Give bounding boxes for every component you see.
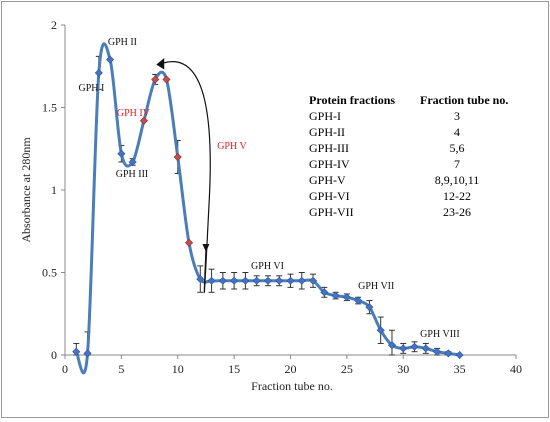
data-marker [106,55,115,64]
data-marker [83,349,92,358]
data-marker [331,291,340,300]
annotation-label: GPH VIII [420,329,460,340]
highlight-marker [185,238,194,247]
annotation-label: GPH IV [117,108,151,119]
data-marker [320,288,329,297]
table-header: Protein fractions [309,93,395,107]
highlight-marker [173,152,182,162]
data-marker [410,342,419,351]
annotation-label: GPH II [108,37,137,48]
data-marker [286,276,295,285]
data-marker [230,276,239,285]
arrow-tail-head [156,58,165,70]
gph-v-arrow [158,61,211,293]
x-tick-label: 5 [118,362,124,376]
axes: 0 5 10 15 20 25 30 35 40 0 0.5 1 1.5 2 [42,18,522,376]
table-fraction-name: GPH-V [309,173,346,187]
table-tube-no: 4 [454,125,460,139]
data-marker [387,341,396,350]
data-marker [297,276,306,285]
y-axis-label: Absorbance at 280nm [19,137,33,243]
x-tick-label: 0 [62,362,68,376]
x-axis-label: Fraction tube no. [251,379,333,393]
table-fraction-name: GPH-III [309,141,349,155]
data-marker [433,347,442,356]
data-marker [365,303,374,312]
x-tick-label: 25 [341,362,353,376]
data-marker [196,275,205,284]
x-tick-label: 10 [172,362,184,376]
table-tube-no: 8,9,10,11 [435,173,480,187]
highlight-marker [139,116,148,125]
annotation-label: GPH V [217,141,247,152]
table-fraction-name: GPH-II [309,125,345,139]
y-tick-label: 1 [51,183,57,197]
table-tube-no: 5,6 [450,141,465,155]
annotation-label: GPH VI [251,261,284,272]
data-marker [275,276,284,285]
x-tick-label: 35 [454,362,466,376]
data-marker [241,276,250,285]
table-tube-no: 12-22 [443,189,471,203]
data-marker [354,296,363,305]
data-marker [376,326,385,335]
arrow-head [202,244,210,253]
x-tick-label: 20 [285,362,297,376]
data-marker [342,293,351,302]
data-marker [94,68,103,77]
data-marker [128,157,137,166]
table-tube-no: 23-26 [443,205,471,219]
y-tick-label: 0 [51,348,57,362]
annotation-label: GPH I [79,83,105,94]
x-tick-label: 15 [228,362,240,376]
table-fraction-name: GPH-IV [309,157,350,171]
data-marker [218,276,227,285]
y-tick-label: 0.5 [42,266,57,280]
table-header: Fraction tube no. [420,93,508,107]
y-tick-label: 1.5 [42,101,57,115]
x-tick-label: 40 [510,362,522,376]
data-marker [421,344,430,353]
series-line [74,42,462,375]
series-markers [72,55,464,360]
data-marker [309,276,318,285]
data-marker [117,149,126,158]
annotations: GPH I GPH II GPH III GPH IV GPH V GPH VI GPH V… [79,37,460,340]
y-tick-label: 2 [51,18,57,32]
annotation-label: GPH VII [358,281,394,292]
data-marker [455,350,464,360]
x-tick-label: 30 [397,362,409,376]
table-tube-no: 7 [454,157,460,171]
table-fraction-name: GPH-I [309,109,341,123]
table-fraction-name: GPH-VI [309,189,350,203]
fraction-table: Protein fractions Fraction tube no. GPH-I 3… [309,93,508,219]
data-marker [399,344,408,353]
data-marker [252,276,261,285]
data-marker [444,349,453,358]
highlight-marker [162,75,171,84]
data-marker [207,276,216,285]
table-fraction-name: GPH-VII [309,205,354,219]
data-marker [72,347,81,356]
annotation-label: GPH III [116,169,149,180]
data-marker [263,276,272,285]
highlight-marker [151,75,160,84]
table-tube-no: 3 [454,109,460,123]
